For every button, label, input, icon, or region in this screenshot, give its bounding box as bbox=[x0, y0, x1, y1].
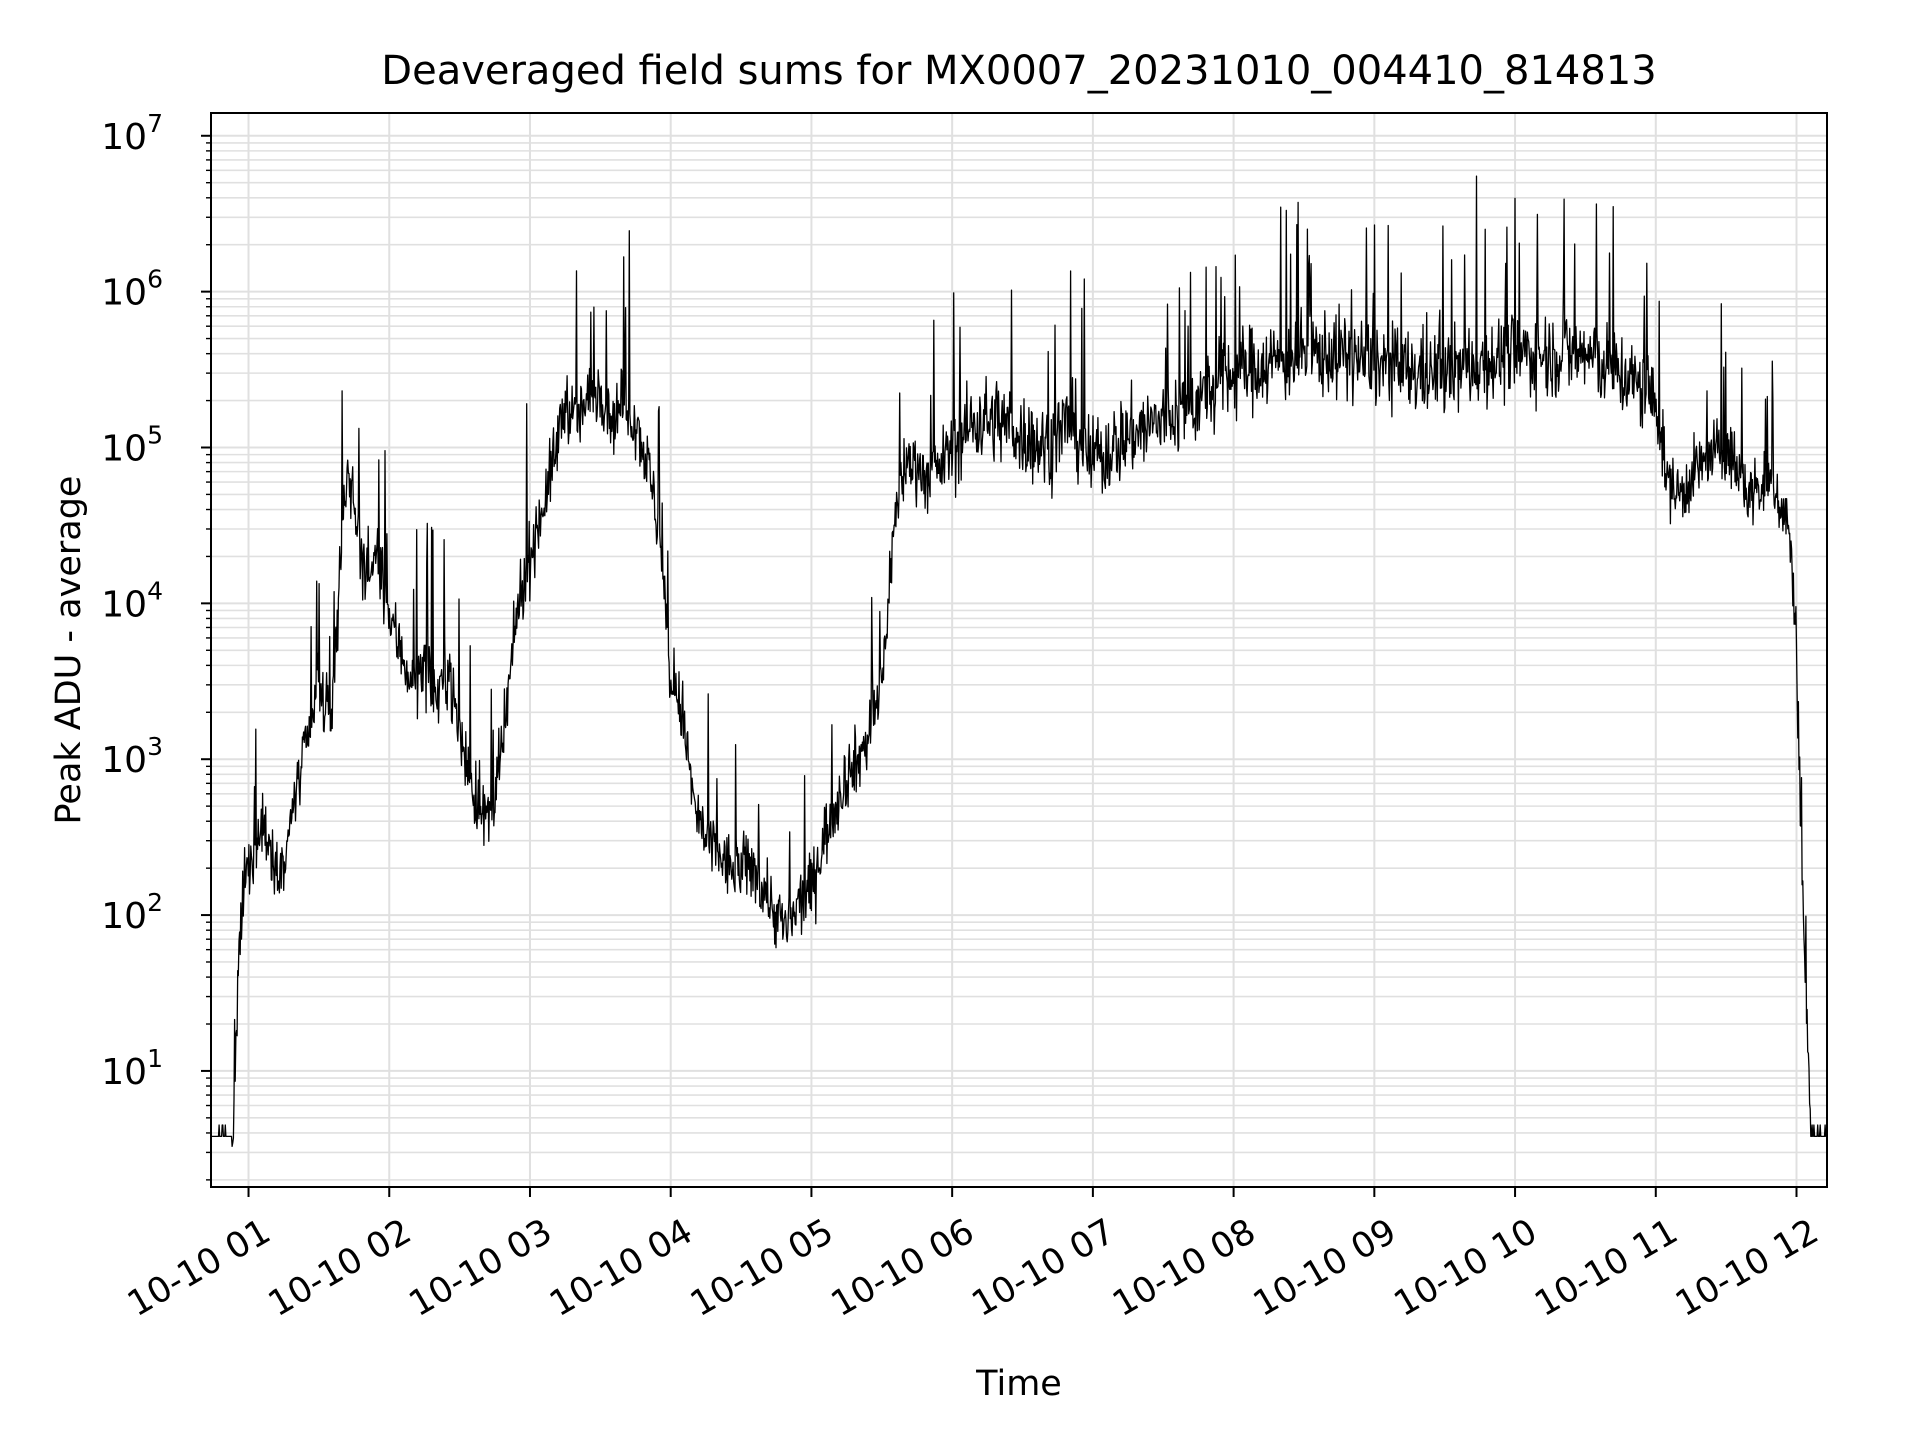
y-tick-label: 107 bbox=[101, 109, 163, 158]
y-tick-label: 105 bbox=[101, 420, 163, 469]
y-tick-label: 103 bbox=[101, 732, 163, 781]
y-tick-label: 104 bbox=[101, 576, 163, 625]
series-line bbox=[210, 175, 1828, 1148]
y-tick-label: 101 bbox=[101, 1044, 163, 1093]
y-tick-label: 106 bbox=[101, 265, 163, 314]
x-axis-label: Time bbox=[975, 1364, 1062, 1404]
chart-title: Deaveraged field sums for MX0007_2023101… bbox=[381, 48, 1656, 94]
y-axis-label: Peak ADU - average bbox=[49, 476, 89, 825]
grid bbox=[211, 113, 1827, 1187]
y-tick-label: 102 bbox=[101, 888, 163, 937]
series-layer bbox=[210, 175, 1828, 1148]
